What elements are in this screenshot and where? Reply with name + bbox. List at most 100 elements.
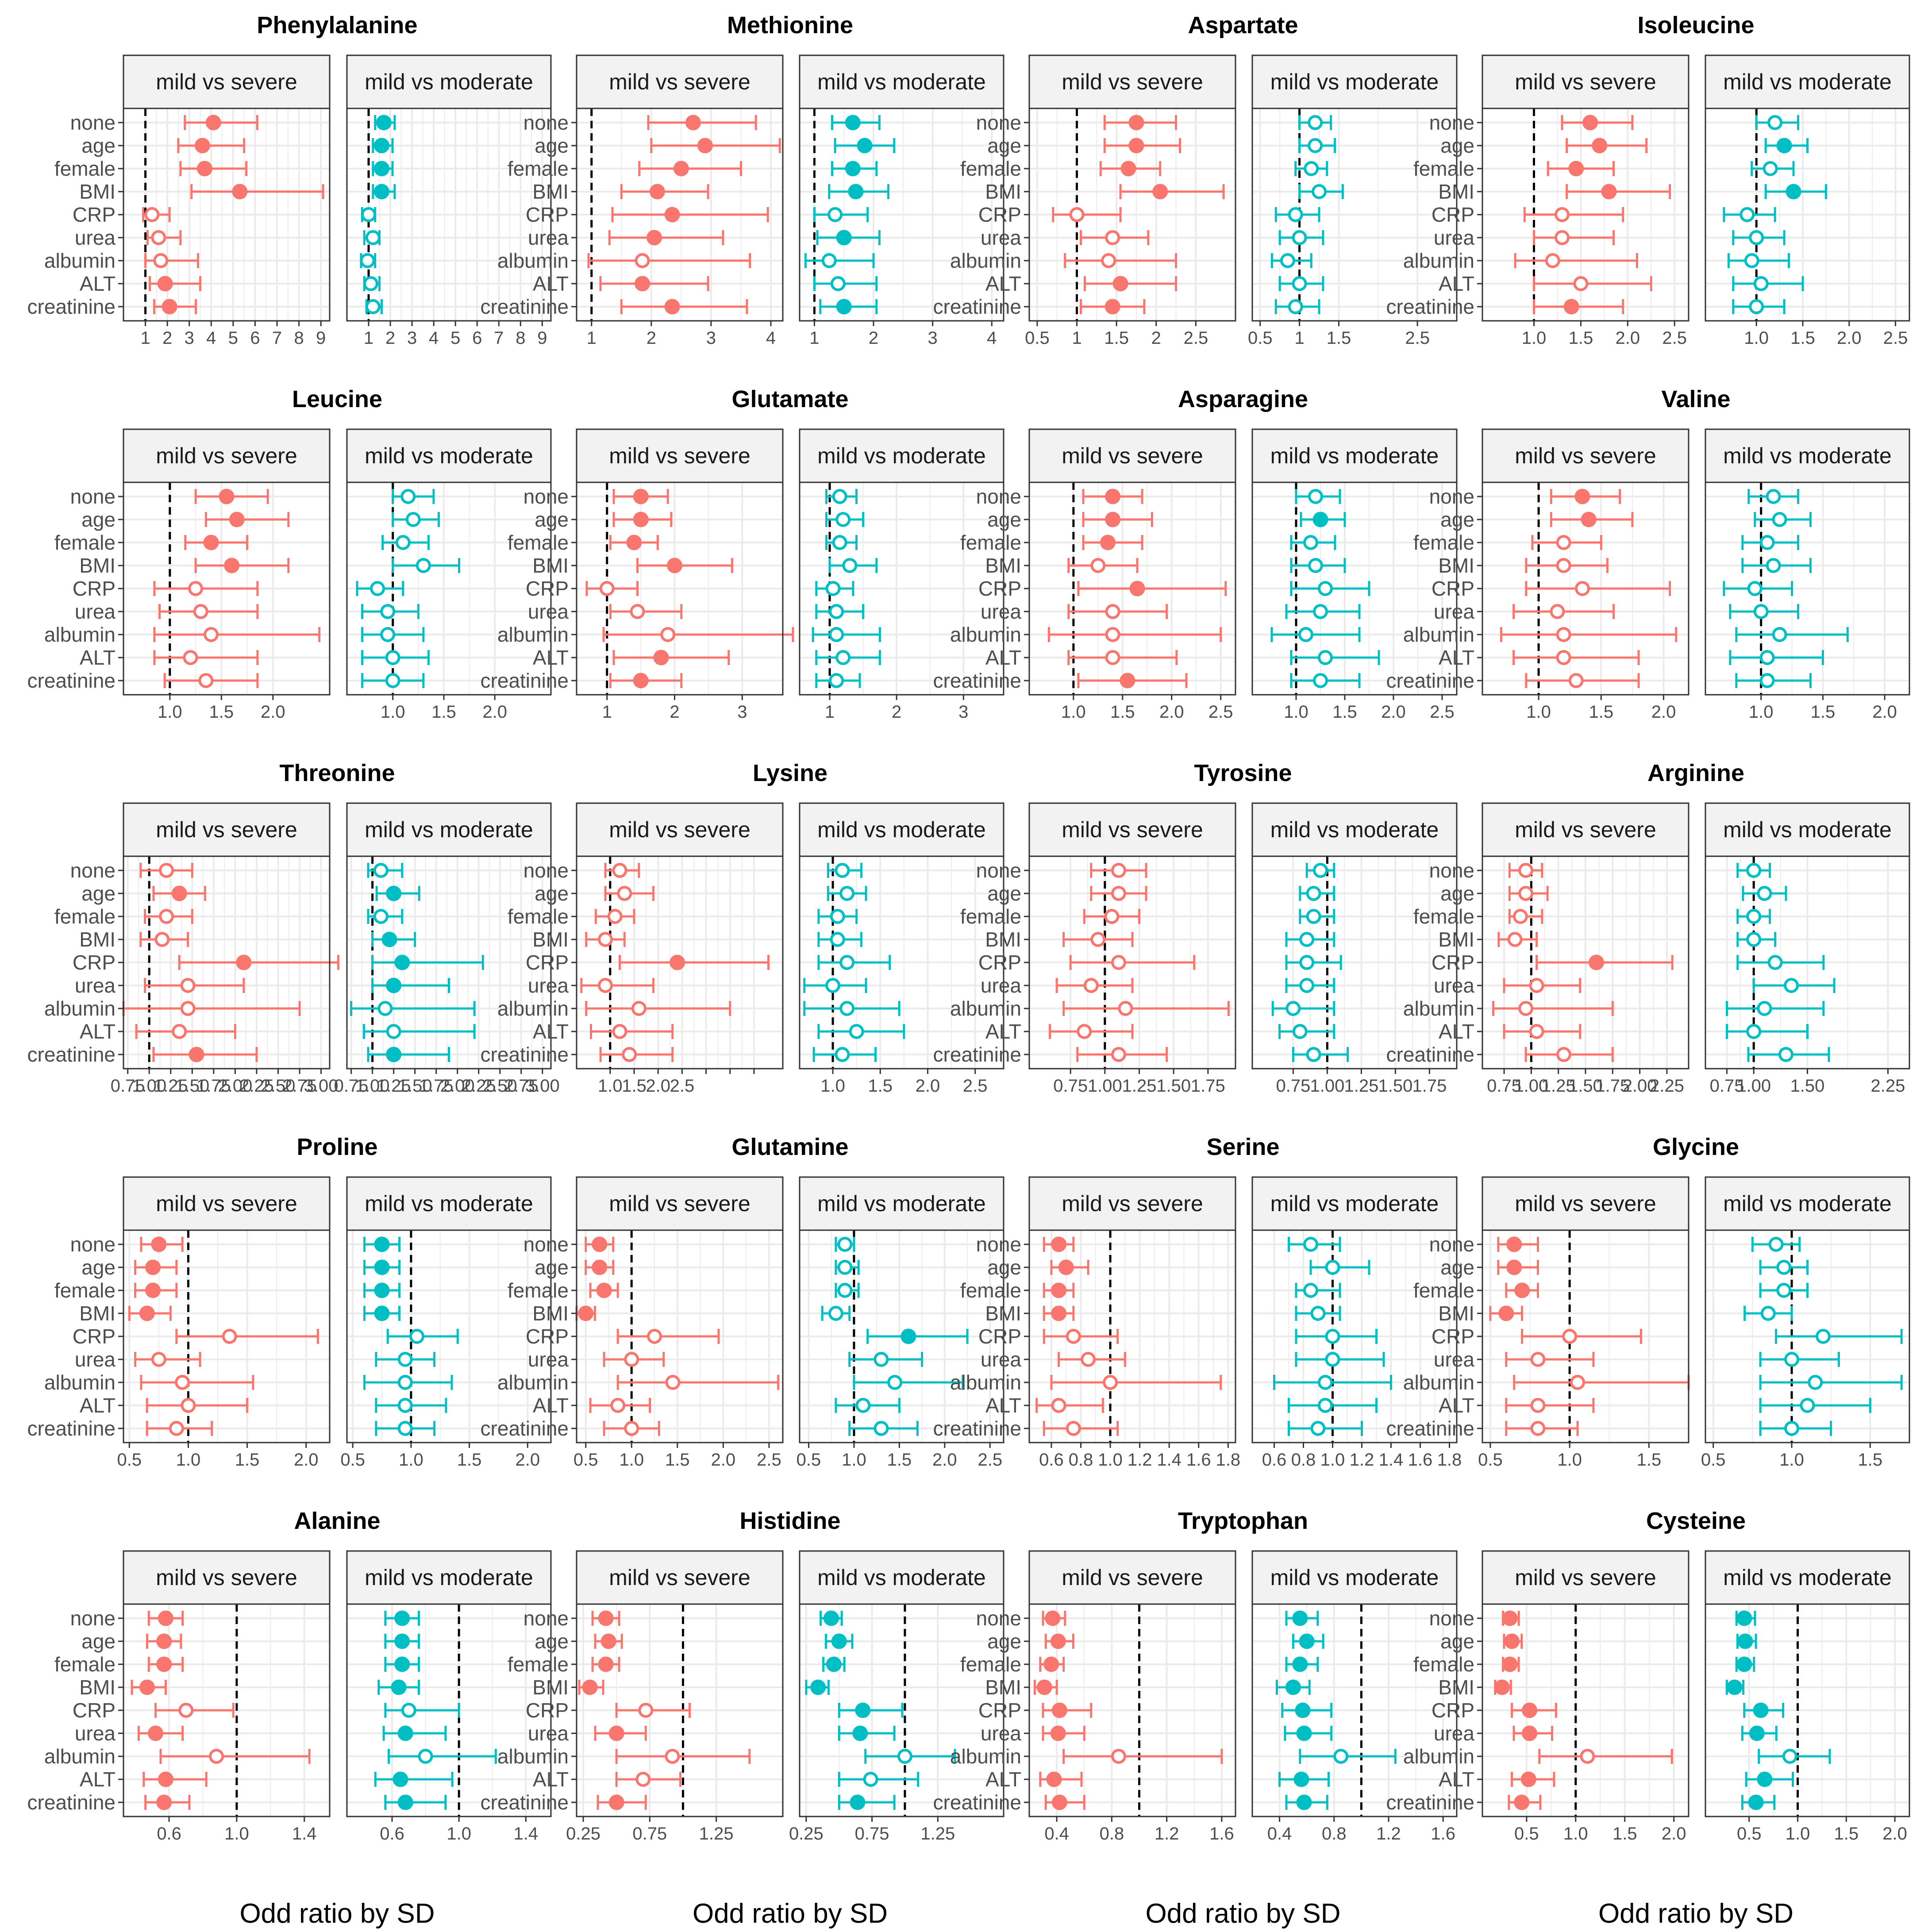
ci-bar	[616, 1329, 720, 1344]
point-estimate	[1808, 1375, 1823, 1390]
y-tick-label: BMI	[1438, 180, 1474, 203]
y-tick-label: ALT	[1439, 646, 1474, 669]
x-tick-label: 3	[185, 328, 194, 348]
x-tick-label: 2.0	[294, 1450, 319, 1470]
chart-title: Glutamine	[731, 1134, 848, 1160]
ci-bar	[590, 1024, 674, 1039]
y-tick-label: ALT	[985, 272, 1021, 295]
point-estimate	[1582, 115, 1598, 131]
x-tick-label: 2.5	[1883, 328, 1908, 348]
x-tick-label: 1.2	[1154, 1824, 1179, 1843]
facet-strip-label: mild vs severe	[156, 69, 297, 94]
point-estimate	[1104, 909, 1120, 924]
x-tick-label: 1.50	[398, 1076, 432, 1096]
facet-strip	[346, 54, 552, 109]
facet-strip	[1028, 1176, 1236, 1231]
y-tick-label: age	[987, 508, 1021, 531]
panel-border	[1251, 1229, 1458, 1443]
facet-strip-label: mild vs moderate	[1723, 69, 1892, 94]
y-tick-label: CRP	[1432, 1325, 1474, 1348]
panel-border	[346, 1603, 552, 1817]
point-estimate	[232, 184, 248, 200]
y-tick-label: BMI	[532, 180, 569, 203]
ci-bar	[650, 138, 781, 153]
x-tick-label: 1.0	[820, 1076, 845, 1096]
panel-moderate: mild vs moderate 1.0 1.5 2.0	[346, 428, 552, 722]
x-tick-label: 1.0	[1557, 1450, 1582, 1470]
panel-severe: mild vs severe 1 2 3 4 5 6 7 8 9 noneagefemaleBMIC…	[27, 54, 331, 348]
y-tick-label: CRP	[73, 951, 115, 974]
x-tick-label: 1.5	[431, 702, 456, 722]
point-estimate	[1312, 512, 1328, 527]
y-tick-label: urea	[1434, 1348, 1474, 1371]
ci-bar	[1523, 207, 1624, 222]
point-estimate	[845, 161, 861, 177]
point-estimate	[1313, 673, 1328, 688]
ci-bar	[599, 276, 709, 291]
x-tick-label: 3	[928, 328, 938, 348]
point-estimate	[1299, 978, 1315, 993]
y-tick-label: age	[1440, 134, 1474, 157]
facet-strip-label: mild vs moderate	[1270, 1565, 1439, 1590]
x-tick-label: 1.75	[1412, 1076, 1447, 1096]
facet-strip-label: mild vs moderate	[817, 69, 986, 94]
y-tick-label: albumin	[1403, 249, 1474, 272]
point-estimate	[151, 1352, 166, 1367]
facet-strip-label: mild vs moderate	[1723, 817, 1892, 842]
y-tick-label: creatinine	[481, 1417, 569, 1440]
ci-bar	[619, 955, 770, 970]
x-tick-label: 7	[494, 328, 504, 348]
point-estimate	[1568, 161, 1584, 177]
facet-strip	[576, 428, 784, 483]
ci-bar	[1775, 1329, 1903, 1344]
point-estimate	[852, 1725, 868, 1741]
point-estimate	[837, 1237, 853, 1252]
point-estimate	[1051, 1702, 1067, 1718]
facet-strip-label: mild vs severe	[1515, 1191, 1656, 1216]
point-estimate	[386, 978, 402, 993]
facet-strip	[576, 1176, 784, 1231]
ci-bar	[1759, 1352, 1840, 1367]
y-tick-label: age	[535, 1630, 569, 1653]
x-tick-label: 1.75	[419, 1076, 454, 1096]
panel-severe: mild vs severe 1.0 1.5 2.0 2.5 noneagefemaleB…	[1386, 54, 1689, 348]
point-estimate	[1739, 207, 1755, 222]
ci-bar	[1729, 650, 1824, 665]
ci-bar	[616, 1375, 780, 1390]
point-estimate	[1299, 1633, 1315, 1649]
ci-bar	[153, 650, 259, 665]
x-tick-label: 2	[670, 702, 679, 722]
point-estimate	[607, 909, 623, 924]
facet-strip-label: mild vs severe	[1515, 69, 1656, 94]
x-tick-label: 0.5	[117, 1450, 142, 1470]
point-estimate	[1555, 207, 1570, 222]
panel-severe: mild vs severe 0.25 0.75 1.25 noneagefemaleB…	[481, 1550, 784, 1843]
point-estimate	[1494, 1679, 1510, 1695]
panel-severe: mild vs severe 0.75 1.00 1.25 1.50 1.75 noneag…	[933, 802, 1236, 1096]
x-tick-label: 2	[385, 328, 395, 348]
y-tick-label: none	[1429, 485, 1474, 508]
point-estimate	[1280, 253, 1295, 268]
ci-bar	[350, 1001, 476, 1016]
y-tick-label: BMI	[532, 1676, 569, 1699]
facet-strip-label: mild vs severe	[609, 69, 750, 94]
facet-strip	[123, 54, 331, 109]
x-tick-label: 2.5	[757, 1450, 781, 1470]
point-estimate	[1580, 1749, 1595, 1764]
x-axis-title: Odd ratio by SD	[1598, 1898, 1793, 1929]
y-tick-label: age	[535, 882, 569, 905]
x-tick-label: 2.0	[261, 702, 285, 722]
facet-strip	[799, 802, 1004, 857]
point-estimate	[1295, 1702, 1311, 1718]
plot-alanine: Alanine mild vs severe 0.6 1.0 1.4 noneagefem…	[27, 1508, 552, 1929]
plot-isoleucine: Isoleucine mild vs severe 1.0 1.5 2.0 2.5 none…	[1386, 12, 1910, 348]
panel-moderate: mild vs moderate 0.6 0.8 1.0 1.2 1.4 1.6 1.8	[1251, 1176, 1462, 1470]
x-tick-label: 1	[1294, 328, 1304, 348]
point-estimate	[835, 863, 850, 878]
point-estimate	[1306, 1047, 1321, 1062]
ci-bar	[1735, 627, 1849, 642]
point-estimate	[198, 673, 214, 688]
y-tick-label: urea	[528, 226, 569, 249]
